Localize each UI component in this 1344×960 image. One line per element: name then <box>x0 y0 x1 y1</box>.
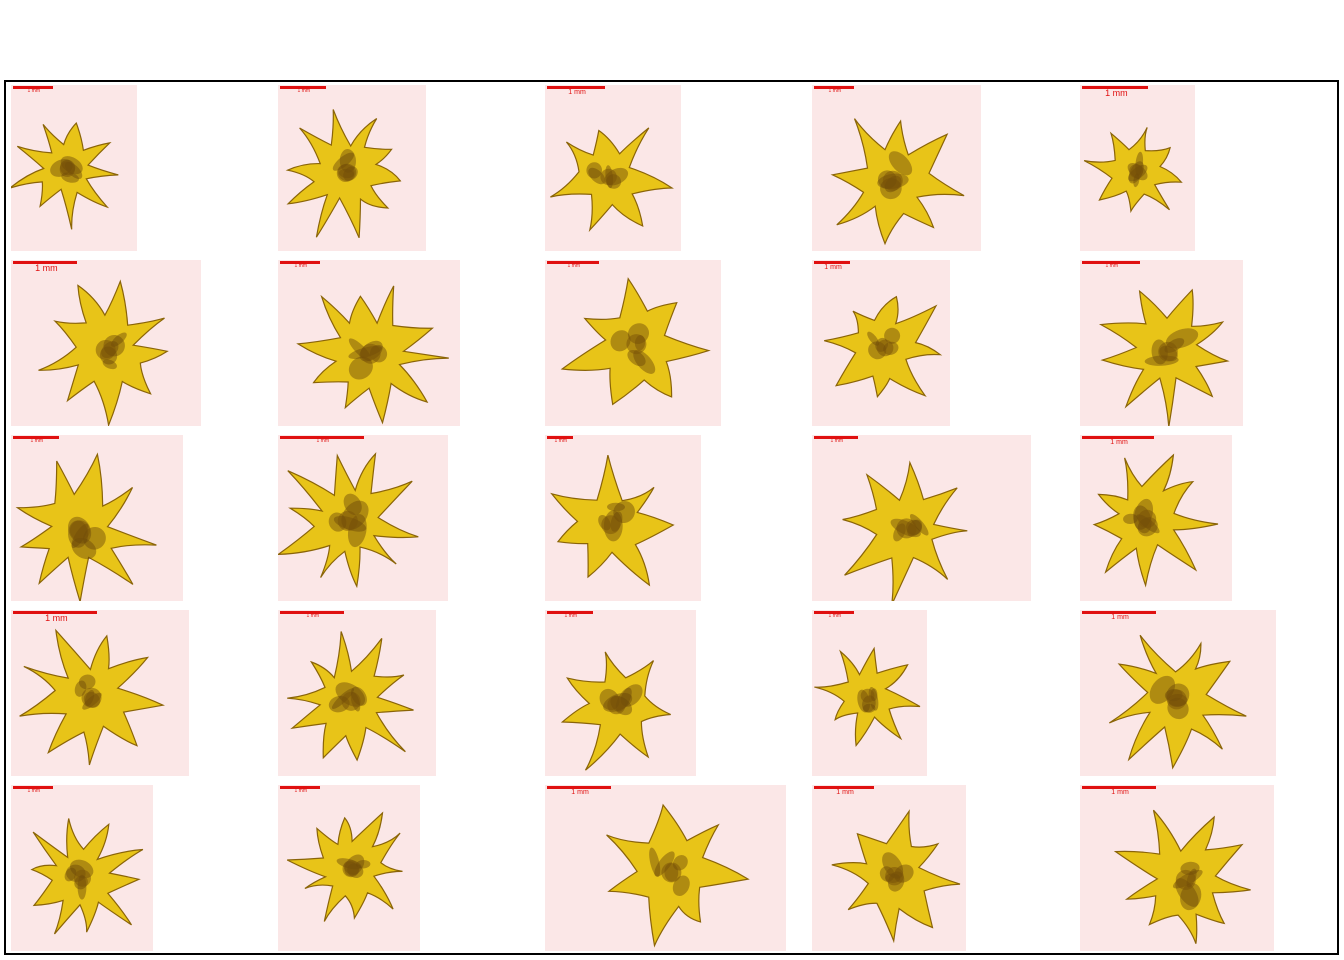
scale-label: 1 mm <box>568 89 586 96</box>
specimen-r1c3: 1 mm <box>545 85 681 251</box>
scale-bar <box>547 786 611 789</box>
scale-label: 1 mm <box>45 613 68 623</box>
scale-bar <box>13 786 53 789</box>
specimen-r4c4: 1 mm <box>812 610 927 776</box>
specimen-r5c3: 1 mm <box>545 785 786 951</box>
specimen-r5c1: 1 mm <box>11 785 153 951</box>
scale-bar <box>280 86 326 89</box>
scale-bar <box>814 261 850 264</box>
scale-label: 1 mm <box>836 789 854 796</box>
scale-bar <box>814 436 858 439</box>
scale-bar <box>547 436 573 439</box>
scale-label: 1 mm <box>564 613 578 619</box>
scale-bar <box>13 86 53 89</box>
specimen-r1c2: 1 mm <box>278 85 426 251</box>
scale-bar <box>1082 436 1154 439</box>
scale-label: 1 mm <box>567 263 581 269</box>
specimen-r4c2: 1 mm <box>278 610 436 776</box>
scale-label: 1 mm <box>1110 439 1128 446</box>
scale-label: 1 mm <box>830 438 844 444</box>
scale-bar <box>1082 86 1148 89</box>
scale-label: 1 mm <box>1105 263 1119 269</box>
specimen-r1c1: 1 mm <box>11 85 137 251</box>
scale-bar <box>13 261 77 264</box>
scale-bar <box>280 786 320 789</box>
scale-bar <box>814 786 874 789</box>
scale-bar <box>280 436 364 439</box>
scale-bar <box>280 611 344 614</box>
scale-bar <box>547 261 599 264</box>
scale-label: 1 mm <box>1111 789 1129 796</box>
specimen-r2c3: 1 mm <box>545 260 721 426</box>
scale-bar <box>814 86 854 89</box>
specimen-r4c5: 1 mm <box>1080 610 1276 776</box>
scale-label: 1 mm <box>824 264 842 271</box>
specimen-r2c4: 1 mm <box>812 260 950 426</box>
scale-label: 1 mm <box>316 438 330 444</box>
scale-label: 1 mm <box>571 789 589 796</box>
scale-label: 1 mm <box>294 788 308 794</box>
scale-label: 1 mm <box>35 263 58 273</box>
specimen-r2c2: 1 mm <box>278 260 460 426</box>
scale-label: 1 mm <box>27 788 41 794</box>
scale-bar <box>13 611 97 614</box>
scale-bar <box>280 261 320 264</box>
scale-label: 1 mm <box>1111 614 1129 621</box>
specimen-r3c5: 1 mm <box>1080 435 1232 601</box>
specimen-r1c4: 1 mm <box>812 85 981 251</box>
specimen-r3c3: 1 mm <box>545 435 701 601</box>
specimen-r3c2: 1 mm <box>278 435 448 601</box>
scale-bar <box>13 436 59 439</box>
scale-label: 1 mm <box>306 613 320 619</box>
scale-bar <box>1082 786 1156 789</box>
scale-bar <box>1082 261 1140 264</box>
scale-label: 1 mm <box>294 263 308 269</box>
scale-label: 1 mm <box>1105 88 1128 98</box>
specimen-r3c1: 1 mm <box>11 435 183 601</box>
scale-label: 1 mm <box>297 88 311 94</box>
scale-label: 1 mm <box>828 88 842 94</box>
scale-label: 1 mm <box>828 613 842 619</box>
scale-label: 1 mm <box>27 88 41 94</box>
scale-label: 1 mm <box>30 438 44 444</box>
specimen-r2c5: 1 mm <box>1080 260 1243 426</box>
specimen-r5c5: 1 mm <box>1080 785 1274 951</box>
specimen-r5c4: 1 mm <box>812 785 966 951</box>
specimen-r1c5: 1 mm <box>1080 85 1195 251</box>
specimen-r5c2: 1 mm <box>278 785 420 951</box>
scale-bar <box>547 86 605 89</box>
scale-label: 1 mm <box>554 438 568 444</box>
specimen-r4c1: 1 mm <box>11 610 189 776</box>
scale-bar <box>547 611 593 614</box>
specimen-r4c3: 1 mm <box>545 610 696 776</box>
scale-bar <box>1082 611 1156 614</box>
specimen-r2c1: 1 mm <box>11 260 201 426</box>
specimen-r3c4: 1 mm <box>812 435 1031 601</box>
scale-bar <box>814 611 854 614</box>
